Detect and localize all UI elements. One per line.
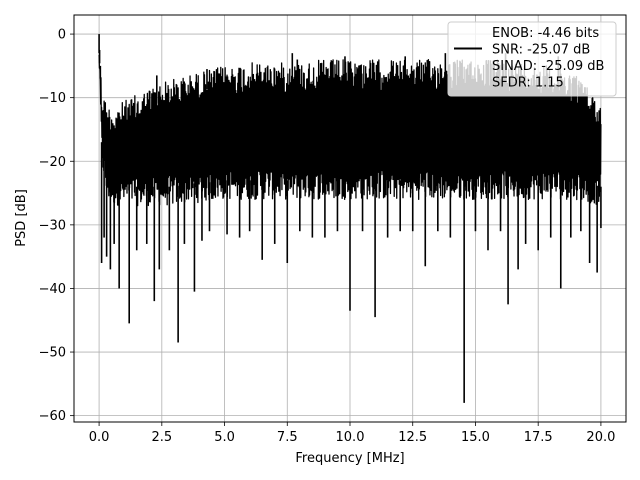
y-tick-label: −50 (39, 346, 66, 361)
x-tick-label: 10.0 (336, 430, 365, 445)
legend-entry: SNR: -25.07 dB (492, 43, 590, 58)
psd-series (98, 34, 602, 403)
legend-entry: SFDR: 1.15 (492, 76, 564, 91)
x-tick-label: 2.5 (151, 430, 172, 445)
y-axis-label: PSD [dB] (14, 189, 29, 247)
x-axis-label: Frequency [MHz] (295, 451, 404, 466)
y-tick-label: −60 (39, 409, 66, 424)
y-tick-label: 0 (58, 28, 66, 43)
x-tick-label: 20.0 (586, 430, 615, 445)
x-tick-label: 17.5 (524, 430, 553, 445)
x-tick-label: 15.0 (461, 430, 490, 445)
y-tick-label: −40 (39, 282, 66, 297)
legend-box (447, 21, 617, 97)
y-tick-label: −10 (39, 91, 66, 106)
legend-entry: ENOB: -4.46 bits (492, 26, 599, 41)
axis-ticks: 0.0 2.5 5.0 7.5 10.0 12.5 15.0 17.5 20.0 0 −10 −20 −… (39, 28, 616, 445)
psd-noise-trace (98, 54, 602, 207)
legend-entry: SINAD: -25.09 dB (492, 59, 604, 74)
x-tick-label: 0.0 (89, 430, 110, 445)
x-tick-label: 5.0 (214, 430, 235, 445)
y-tick-label: −20 (39, 155, 66, 170)
y-tick-label: −30 (39, 218, 66, 233)
x-tick-label: 7.5 (277, 430, 298, 445)
x-tick-label: 12.5 (398, 430, 427, 445)
